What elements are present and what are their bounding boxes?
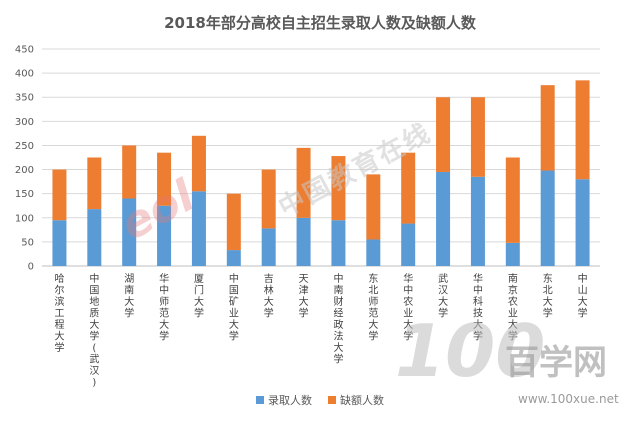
100xue-watermark-url: www.100xue.net <box>518 392 619 406</box>
y-axis-ticks: 0 50 100 150 200 250 300 350 400 450 <box>15 45 34 273</box>
y-tick-label: 200 <box>15 165 34 176</box>
bar-segment-admitted <box>436 171 451 266</box>
bar-segment-admitted <box>157 205 172 266</box>
bar-segment-vacancy <box>87 157 102 210</box>
bar-segment-admitted <box>122 198 137 266</box>
bar-segment-admitted <box>366 239 381 266</box>
bar-segment-admitted <box>191 191 206 266</box>
bar-segment-vacancy <box>575 80 590 180</box>
bar-segment-admitted <box>87 209 102 266</box>
bar-segment-admitted <box>226 250 241 266</box>
category-label: 东北师范大学 <box>368 272 378 343</box>
y-tick-label: 50 <box>21 237 34 248</box>
bars <box>52 80 590 266</box>
y-tick-label: 450 <box>15 45 34 56</box>
y-tick-label: 300 <box>15 117 34 128</box>
bar-segment-vacancy <box>401 152 416 224</box>
bar-segment-admitted <box>52 220 67 266</box>
category-label: 厦门大学 <box>194 273 204 320</box>
legend-item-admitted: 录取人数 <box>256 392 312 408</box>
legend: 录取人数 缺额人数 <box>0 392 640 408</box>
bar-segment-vacancy <box>436 97 451 172</box>
y-tick-label: 100 <box>15 213 34 224</box>
chart-title: 2018年部分高校自主招生录取人数及缺额人数 <box>164 14 476 32</box>
bar-segment-vacancy <box>191 135 206 192</box>
category-label: 中南财经政法大学 <box>333 272 343 366</box>
bar-segment-vacancy <box>505 157 520 243</box>
bar-segment-admitted <box>331 220 346 266</box>
category-label: 天津大学 <box>299 274 309 320</box>
bar-segment-admitted <box>401 223 416 266</box>
legend-swatch-admitted <box>256 396 264 404</box>
bar-segment-vacancy <box>226 193 241 251</box>
category-label: 中国矿业大学 <box>229 272 239 343</box>
category-label: 南京农业大学 <box>508 272 518 343</box>
bar-segment-vacancy <box>296 147 311 218</box>
bar-segment-admitted <box>505 242 520 266</box>
category-label: 华中师范大学 <box>159 272 169 343</box>
bar-segment-vacancy <box>366 174 381 240</box>
category-label: 华中科技大学 <box>473 272 483 343</box>
category-labels: 哈尔滨工程大学 中国地质大学(武汉) 湖南大学 华中师范大学 厦门大学 中国矿业大学 吉林大… <box>54 272 587 389</box>
y-tick-label: 0 <box>28 262 34 273</box>
legend-label-admitted: 录取人数 <box>268 394 312 407</box>
bar-segment-vacancy <box>540 85 555 171</box>
category-label: 中山大学 <box>578 272 588 320</box>
legend-item-vacancy: 缺额人数 <box>328 392 384 408</box>
100xue-watermark-name: 百学网 <box>505 343 607 383</box>
category-label: 湖南大学 <box>124 273 134 320</box>
y-tick-label: 350 <box>15 93 34 104</box>
legend-swatch-vacancy <box>328 396 336 404</box>
bar-segment-vacancy <box>331 156 346 221</box>
category-label: 吉林大学 <box>264 273 274 320</box>
y-tick-label: 150 <box>15 189 34 200</box>
bar-segment-admitted <box>575 179 590 266</box>
100xue-watermark-logo: 100 <box>395 309 546 393</box>
bar-segment-vacancy <box>261 169 276 229</box>
y-tick-label: 250 <box>15 141 34 152</box>
legend-label-vacancy: 缺额人数 <box>340 394 384 407</box>
bar-segment-admitted <box>540 170 555 266</box>
bar-segment-vacancy <box>470 97 485 177</box>
bar-segment-admitted <box>470 176 485 266</box>
y-tick-label: 400 <box>15 69 34 80</box>
bar-segment-vacancy <box>122 145 137 199</box>
category-label: 华中农业大学 <box>403 272 413 343</box>
category-label: 哈尔滨工程大学 <box>54 272 64 354</box>
category-label: 中国地质大学(武汉) <box>89 272 99 389</box>
bar-segment-admitted <box>261 228 276 266</box>
category-label: 东北大学 <box>543 272 553 320</box>
bar-segment-vacancy <box>157 152 172 206</box>
bar-segment-vacancy <box>52 169 67 221</box>
category-label: 武汉大学 <box>438 272 448 320</box>
bar-segment-admitted <box>296 217 311 266</box>
